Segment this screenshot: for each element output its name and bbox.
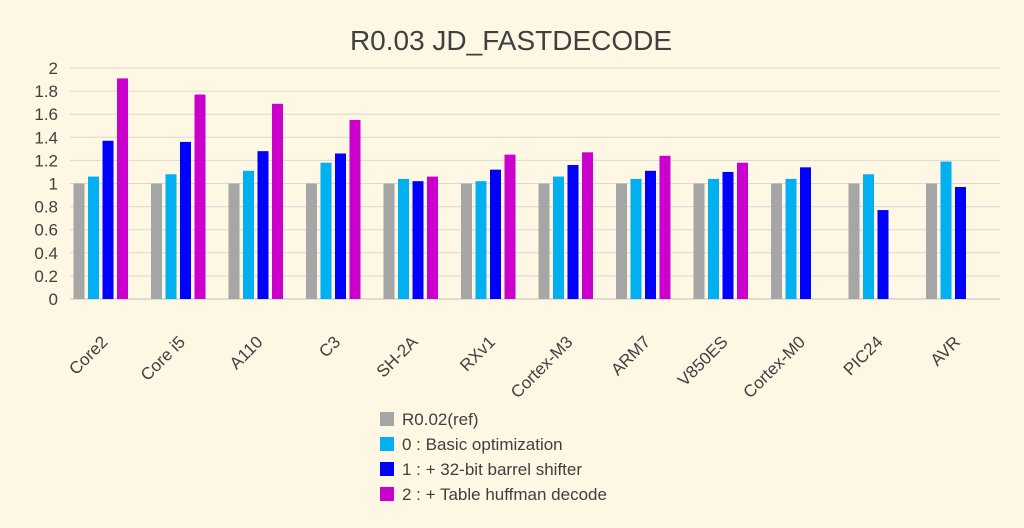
bar [800,167,811,299]
bar [243,170,254,299]
bar [117,78,128,300]
bar [877,210,889,299]
gridlines [70,67,1000,300]
y-tick-label: 1.2 [34,151,58,170]
bar [194,94,206,299]
bar [771,183,782,299]
bar [257,151,269,299]
bar [863,174,874,299]
bar [151,183,162,299]
y-tick-label: 0.6 [34,221,58,240]
bar [88,176,99,299]
y-tick-label: 1 [49,175,58,194]
bar [475,181,487,299]
legend-swatch [380,487,394,501]
bar [461,183,472,299]
x-tick-label: A110 [226,332,267,373]
bar [848,183,860,299]
y-tick-label: 0.8 [34,198,58,217]
legend-label: R0.02(ref) [402,410,479,429]
x-tick-label: Core i5 [137,332,189,384]
bar [383,183,395,299]
y-tick-label: 1.6 [34,105,58,124]
bar [693,183,705,299]
bar [398,178,409,299]
bars [73,78,966,300]
bar [412,181,424,299]
bar [553,176,564,299]
bar [708,178,719,299]
bar [616,183,627,299]
bar [320,162,332,299]
legend-swatch [380,462,394,476]
bar [582,152,593,299]
x-tick-label: V850ES [674,332,732,390]
legend: R0.02(ref) 0 : Basic optimization 1 : + 32… [380,410,607,504]
bar [722,171,734,299]
bar [335,153,346,299]
bar [926,183,937,299]
bar [228,183,240,299]
bar [427,176,438,299]
x-tick-label: Core2 [65,332,111,378]
x-tick-label: Cortex-M0 [740,332,810,402]
bar [659,155,671,299]
bar [102,140,114,299]
y-tick-label: 0.4 [34,244,58,263]
bar [785,178,797,299]
y-tick-label: 1.4 [34,128,58,147]
legend-swatch [380,412,394,426]
y-tick-label: 2 [49,59,58,78]
y-tick-label: 0 [49,290,58,309]
bar [306,183,317,299]
bar [567,165,579,299]
bar [940,161,952,299]
bar [73,183,85,299]
y-axis-ticks: 0 0.2 0.4 0.6 0.8 1 1.2 1.4 1.6 1.8 2 [34,59,58,309]
x-tick-label: SH-2A [373,332,422,381]
legend-swatch [380,437,394,451]
x-tick-label: ARM7 [607,332,654,379]
legend-label: 0 : Basic optimization [402,435,563,454]
legend-label: 1 : + 32-bit barrel shifter [402,460,582,479]
bar [955,186,966,299]
y-tick-label: 1.8 [34,82,58,101]
bar [737,162,748,299]
bar [165,174,177,299]
y-tick-label: 0.2 [34,267,58,286]
bar [630,178,642,299]
bar [504,154,516,299]
bar [180,141,191,299]
x-tick-label: RXv1 [456,332,499,375]
bar [645,170,656,299]
x-axis-ticks: Core2 Core i5 A110 C3 SH-2A RXv1 Cortex-M3 ARM7… [65,332,964,402]
x-tick-label: C3 [315,332,344,361]
x-tick-label: Cortex-M3 [507,332,577,402]
x-tick-label: PIC24 [840,332,887,379]
chart-title: R0.03 JD_FASTDECODE [350,25,672,56]
bar [538,183,550,299]
bar [349,119,361,299]
bar [272,103,283,300]
x-tick-label: AVR [927,332,964,369]
bar [490,169,501,299]
legend-label: 2 : + Table huffman decode [402,485,607,504]
